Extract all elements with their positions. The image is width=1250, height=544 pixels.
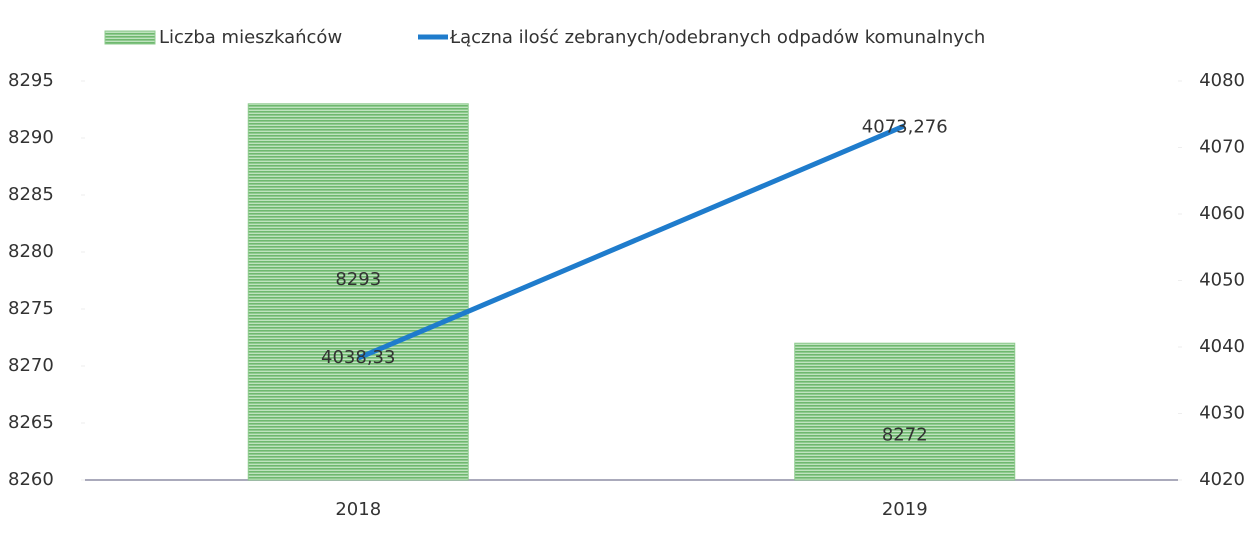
- bar: [247, 103, 469, 481]
- data-label: 8293: [335, 269, 381, 290]
- y-tick-label: 8285: [8, 184, 54, 205]
- y2-tick-label: 4050: [1199, 270, 1245, 291]
- legend-label: Łączna ilość zebranych/odebranych odpadó…: [449, 27, 985, 48]
- data-label: 4073,276: [862, 117, 948, 138]
- data-label: 4038,33: [321, 347, 395, 368]
- y2-tick-label: 4020: [1199, 469, 1245, 490]
- data-label: 8272: [882, 425, 928, 446]
- y-tick-label: 8270: [8, 355, 54, 376]
- y2-tick-label: 4030: [1199, 403, 1245, 424]
- y-tick-label: 8295: [8, 70, 54, 91]
- bar: [794, 342, 1016, 481]
- x-tick-label: 2019: [882, 499, 928, 520]
- legend-swatch: [104, 30, 156, 45]
- y2-tick-label: 4070: [1199, 137, 1245, 158]
- y-tick-label: 8290: [8, 127, 54, 148]
- x-tick-label: 2018: [335, 499, 381, 520]
- y-tick-label: 8280: [8, 241, 54, 262]
- y-tick-label: 8260: [8, 469, 54, 490]
- y2-tick-label: 4060: [1199, 203, 1245, 224]
- y-tick-label: 8265: [8, 412, 54, 433]
- y2-tick-label: 4040: [1199, 336, 1245, 357]
- y-tick-label: 8275: [8, 298, 54, 319]
- line: [357, 123, 906, 361]
- legend-label: Liczba mieszkańców: [159, 27, 342, 48]
- y2-tick-label: 4080: [1199, 70, 1245, 91]
